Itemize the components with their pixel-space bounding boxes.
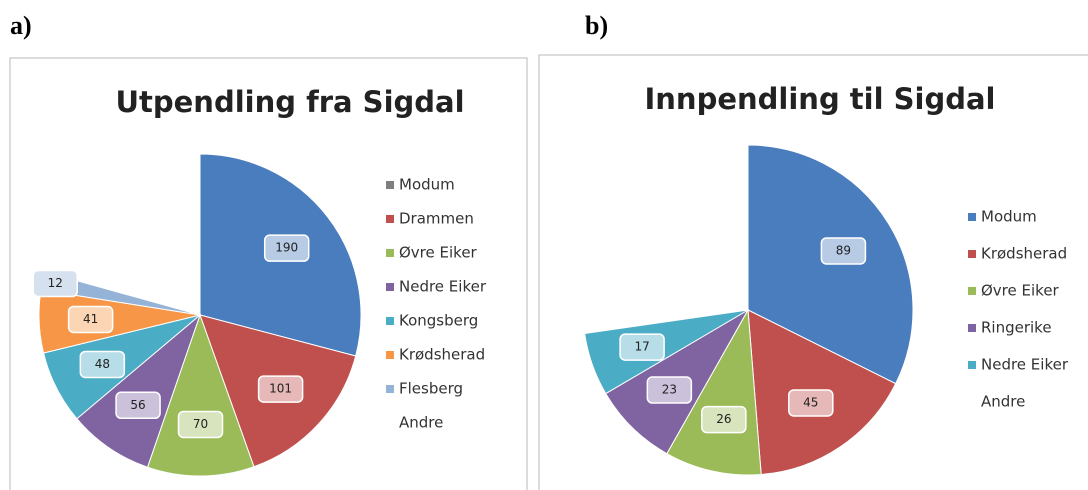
panel-label: b) [585, 11, 608, 40]
data-label: 17 [634, 340, 649, 354]
legend-label: Kongsberg [399, 312, 478, 330]
pie-slice [584, 309, 749, 395]
legend-label: Modum [981, 208, 1037, 226]
legend-label: Andre [399, 414, 443, 432]
data-label: 70 [193, 417, 208, 431]
legend-label: Modum [399, 176, 455, 194]
legend-label: Nedre Eiker [399, 278, 487, 296]
data-label-box [820, 237, 867, 265]
data-label: 26 [716, 412, 731, 426]
data-label-box [32, 269, 79, 298]
chart-title: Innpendling til Sigdal [645, 82, 996, 116]
legend-swatch [386, 385, 394, 393]
legend-swatch [386, 215, 394, 223]
legend-swatch [968, 324, 976, 332]
legend-label: Drammen [399, 210, 474, 228]
data-label-box [263, 234, 310, 262]
data-label-box [257, 375, 304, 403]
panel-label: a) [10, 11, 32, 40]
data-label-box [619, 333, 665, 361]
data-label-box [701, 405, 747, 434]
legend-swatch [386, 283, 394, 291]
data-label-box [115, 391, 161, 420]
legend-label: Øvre Eiker [399, 244, 478, 262]
legend-swatch [968, 250, 976, 258]
legend-label: Øvre Eiker [981, 282, 1060, 300]
legend-label: Andre [981, 393, 1025, 411]
data-label-box [177, 410, 224, 439]
data-label: 12 [48, 276, 63, 290]
legend-swatch [386, 317, 394, 325]
chart-title: Utpendling fra Sigdal [115, 85, 464, 119]
legend-swatch [968, 213, 976, 221]
legend-swatch [968, 287, 976, 295]
data-label: 190 [275, 241, 298, 255]
data-label: 45 [803, 395, 818, 409]
data-label: 101 [269, 382, 292, 396]
pie-slice [146, 313, 255, 477]
data-label-box [67, 305, 114, 334]
data-label-box [646, 376, 693, 404]
data-label: 89 [836, 243, 851, 257]
legend-swatch [386, 249, 394, 257]
legend-label: Krødsherad [981, 245, 1067, 263]
legend-label: Ringerike [981, 319, 1052, 337]
legend-swatch [386, 351, 394, 359]
legend-label: Krødsherad [399, 346, 485, 364]
data-label: 23 [662, 383, 677, 397]
data-label: 56 [130, 398, 145, 412]
pie-slice [76, 313, 202, 468]
legend-swatch [386, 181, 394, 189]
legend-label: Flesberg [399, 380, 463, 398]
data-label: 48 [95, 357, 110, 371]
data-label: 41 [83, 312, 98, 326]
pie-slice [666, 308, 762, 476]
legend-label: Nedre Eiker [981, 356, 1069, 374]
data-label-box [79, 350, 126, 379]
data-label-box [788, 389, 834, 417]
legend-swatch [968, 361, 976, 369]
